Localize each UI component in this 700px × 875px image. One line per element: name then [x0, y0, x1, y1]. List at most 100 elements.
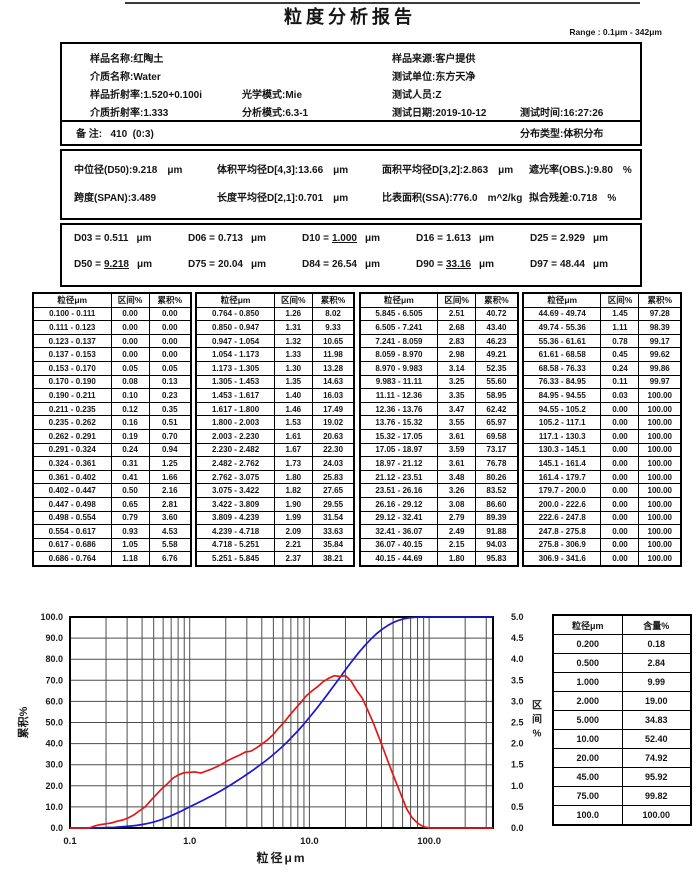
cell: 2.230 - 2.482 — [195, 442, 275, 458]
cell: 2.762 - 3.075 — [195, 469, 275, 485]
left-tick-label: 50.0 — [45, 718, 63, 728]
left-tick-label: 70.0 — [45, 675, 63, 685]
left-tick-label: 90.0 — [45, 633, 63, 643]
cell: 19.00 — [621, 691, 692, 711]
sample-refractive-index: 样品折射率:1.520+0.100i — [90, 90, 202, 101]
table-row: 32.41 - 36.07 2.49 91.88 — [359, 524, 519, 539]
table-row: 1.173 - 1.305 1.30 13.28 — [195, 360, 355, 376]
cell: 36.07 - 40.15 — [359, 537, 439, 553]
cell: 44.69 - 49.74 — [522, 306, 602, 322]
cell: 0.00 — [600, 401, 640, 417]
cell: 3.075 - 3.422 — [195, 483, 275, 498]
table-row: 0.190 - 0.211 0.10 0.23 — [32, 388, 192, 403]
table-row: 17.05 - 18.97 3.59 73.17 — [359, 442, 519, 458]
table-row: 26.16 - 29.12 3.08 86.60 — [359, 496, 519, 512]
x-axis-title: 粒径μm — [256, 850, 306, 865]
table-row: 5.251 - 5.845 2.37 38.21 — [195, 551, 355, 567]
cell: 6.505 - 7.241 — [359, 320, 439, 335]
cell: 0.200 — [552, 634, 623, 654]
cell: 200.0 - 222.6 — [522, 496, 602, 512]
cell: 0.00 — [110, 347, 150, 362]
cell: 0.235 - 0.262 — [32, 415, 112, 430]
cell: 65.97 — [475, 415, 519, 430]
cell: 0.12 — [110, 401, 150, 417]
cell: 55.36 - 61.61 — [522, 333, 602, 349]
cell: 20.00 — [552, 748, 623, 768]
medium-name: 介质名称:Water — [90, 72, 161, 83]
cell: 27.65 — [311, 483, 355, 498]
table-row: 2.000 19.00 — [552, 691, 692, 711]
table-row: 306.9 - 341.6 0.00 100.00 — [522, 551, 682, 567]
specific-surface-area: 比表面积(SSA):776.0 m^2/kg — [382, 193, 523, 204]
table-row: 2.482 - 2.762 1.73 24.03 — [195, 456, 355, 471]
cell: 3.47 — [437, 401, 477, 417]
cell: 0.93 — [110, 524, 150, 539]
cell: 10.00 — [552, 729, 623, 749]
cell: 0.947 - 1.054 — [195, 333, 275, 349]
test-date: 测试日期:2019-10-12 — [392, 108, 487, 119]
cell: 0.00 — [600, 428, 640, 444]
cell: 40.15 - 44.69 — [359, 551, 439, 567]
cell: 1.80 — [273, 469, 313, 485]
cell: 11.98 — [311, 347, 355, 362]
table-row: 0.100 - 0.111 0.00 0.00 — [32, 306, 192, 322]
cell: 1.61 — [273, 428, 313, 444]
cell: 8.059 - 8.970 — [359, 347, 439, 362]
cell: 0.00 — [600, 537, 640, 553]
col-header: 累积% — [311, 292, 355, 308]
cell: 1.05 — [110, 537, 150, 553]
table-row: 15.32 - 17.05 3.61 69.58 — [359, 428, 519, 444]
cell: 0.00 — [600, 551, 640, 567]
cell: 0.11 — [600, 374, 640, 390]
d03-value: D03 = 0.511 μm — [74, 233, 152, 244]
cell: 0.190 - 0.211 — [32, 388, 112, 403]
table-row: 1.617 - 1.800 1.46 17.49 — [195, 401, 355, 417]
cell: 9.33 — [311, 320, 355, 335]
cell: 4.239 - 4.718 — [195, 524, 275, 539]
table-row: 3.809 - 4.239 1.99 31.54 — [195, 510, 355, 526]
table-row: 23.51 - 26.16 3.26 83.52 — [359, 483, 519, 498]
right-axis-title: % — [533, 729, 542, 740]
cell: 3.25 — [437, 374, 477, 390]
cell: 100.00 — [638, 456, 682, 471]
cell: 1.53 — [273, 415, 313, 430]
cell: 0.00 — [148, 306, 192, 322]
cell: 0.94 — [148, 442, 192, 458]
distribution-table-group-1: 粒径μm 区间% 累积% 0.100 - 0.111 0.00 0.00 0.111 - 0… — [32, 292, 192, 567]
cell: 161.4 - 179.7 — [522, 469, 602, 485]
table-row: 0.764 - 0.850 1.26 8.02 — [195, 306, 355, 322]
cell: 1.173 - 1.305 — [195, 360, 275, 376]
table-row: 55.36 - 61.61 0.78 99.17 — [522, 333, 682, 349]
cell: 3.48 — [437, 469, 477, 485]
cell: 0.24 — [110, 442, 150, 458]
cell: 97.28 — [638, 306, 682, 322]
table-row: 0.137 - 0.153 0.00 0.00 — [32, 347, 192, 362]
cell: 74.92 — [621, 748, 692, 768]
table-row: 145.1 - 161.4 0.00 100.00 — [522, 456, 682, 471]
page-title: 粒度分析报告 — [284, 7, 416, 27]
cell: 0.70 — [148, 428, 192, 444]
cell: 80.26 — [475, 469, 519, 485]
table-row: 8.059 - 8.970 2.98 49.21 — [359, 347, 519, 362]
cell: 94.55 - 105.2 — [522, 401, 602, 417]
cell: 1.18 — [110, 551, 150, 567]
cell: 5.000 — [552, 710, 623, 730]
cell: 43.40 — [475, 320, 519, 335]
table-row: 1.000 9.99 — [552, 672, 692, 692]
table-row: 0.291 - 0.324 0.24 0.94 — [32, 442, 192, 458]
table-row: 61.61 - 68.58 0.45 99.62 — [522, 347, 682, 362]
cell: 1.800 - 2.003 — [195, 415, 275, 430]
cell: 22.30 — [311, 442, 355, 458]
cell: 73.17 — [475, 442, 519, 458]
cell: 0.41 — [110, 469, 150, 485]
distribution-chart: 0.0 10.0 20.0 30.0 40.0 50.0 60.0 70.0 80.0 90.0 1… — [16, 612, 542, 865]
cell: 0.291 - 0.324 — [32, 442, 112, 458]
cell: 5.251 - 5.845 — [195, 551, 275, 567]
table-row: 1.800 - 2.003 1.53 19.02 — [195, 415, 355, 430]
cell: 89.39 — [475, 510, 519, 526]
col-header: 区间% — [437, 292, 477, 308]
cell: 2.09 — [273, 524, 313, 539]
x-tick-label: 1.0 — [183, 836, 196, 847]
table-row: 0.200 0.18 — [552, 634, 692, 654]
content-table: 粒径μm 含量% 0.200 0.18 0.500 2.84 1.000 9.99 2.000 1… — [552, 614, 692, 826]
